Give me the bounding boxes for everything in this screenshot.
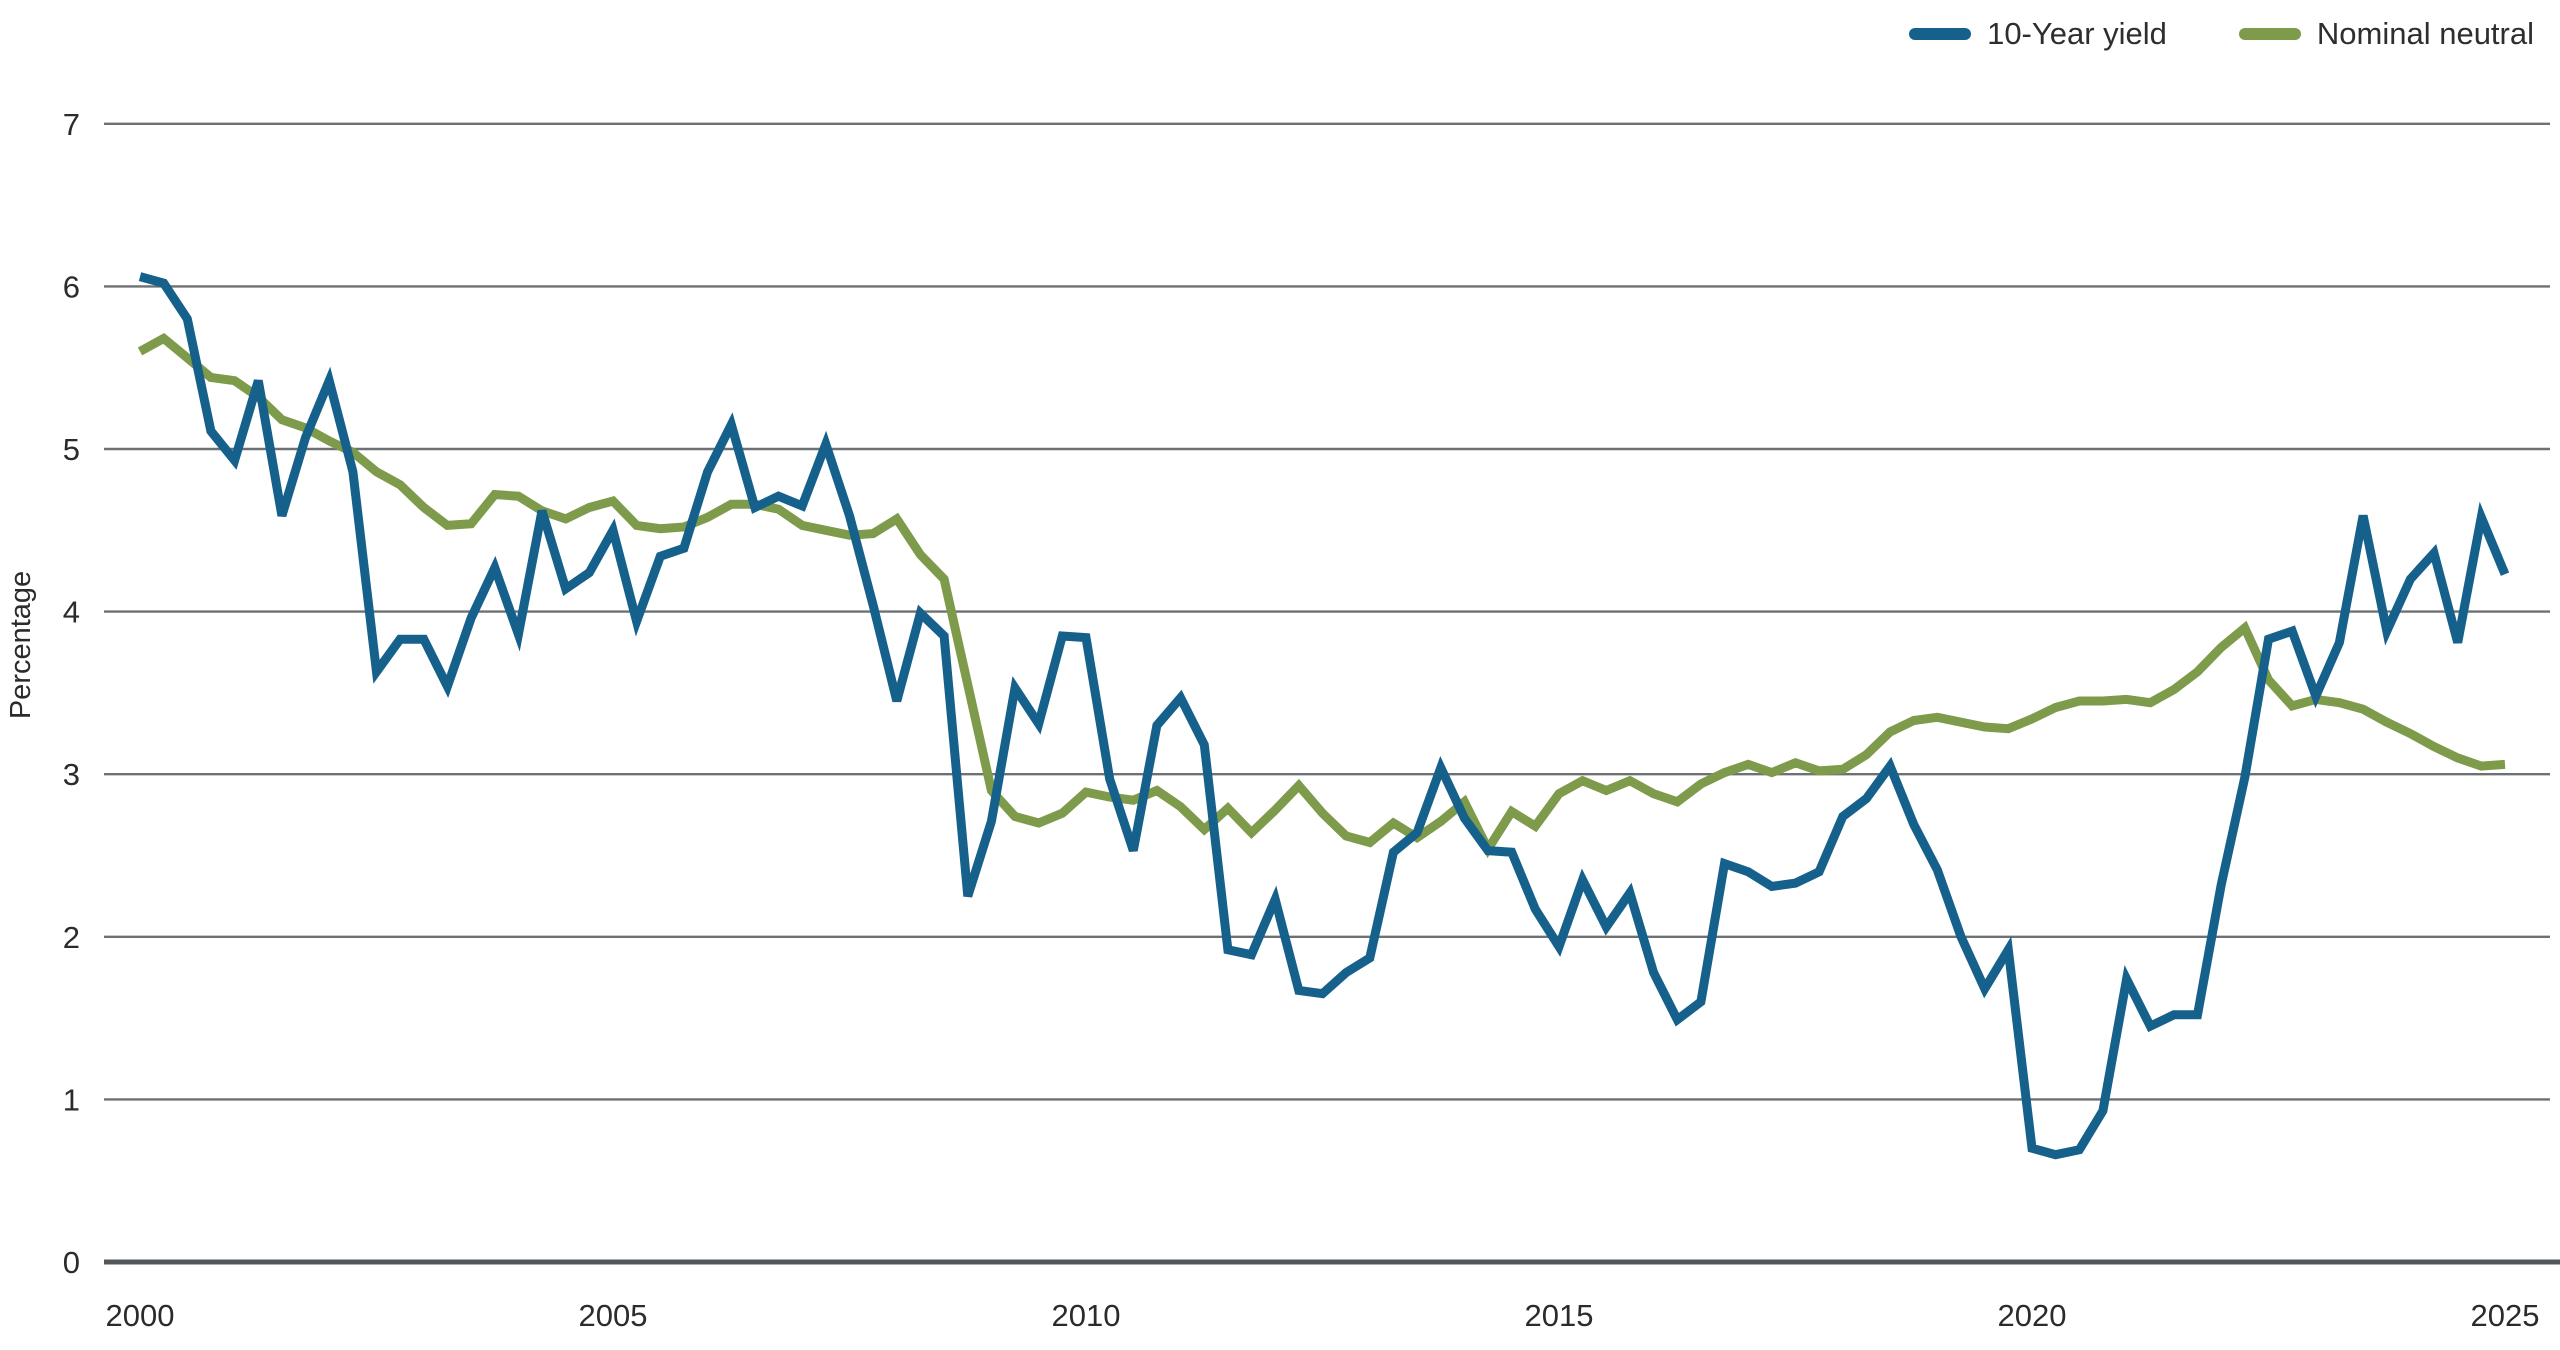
x-tick-label: 2005 xyxy=(579,1298,648,1333)
x-tick-label: 2015 xyxy=(1525,1298,1594,1333)
legend-swatch-green-icon xyxy=(2238,28,2301,40)
legend-item-nominal-neutral: Nominal neutral xyxy=(2238,16,2534,52)
x-tick-label: 2010 xyxy=(1052,1298,1121,1333)
series-line-nominal-neutral xyxy=(137,332,2506,859)
y-tick-label: 3 xyxy=(63,757,80,792)
y-axis-title: Percentage xyxy=(5,571,37,719)
y-tick-label: 0 xyxy=(63,1245,80,1280)
y-tick-label: 1 xyxy=(63,1082,80,1117)
legend-label: 10-Year yield xyxy=(1987,16,2167,51)
chart-legend: 10-Year yield Nominal neutral xyxy=(1909,16,2534,52)
y-tick-label: 5 xyxy=(63,432,80,467)
x-tick-label: 2025 xyxy=(2471,1298,2540,1333)
series-line-10-year-yield xyxy=(138,272,2510,1160)
y-tick-label: 4 xyxy=(63,595,80,630)
y-tick-label: 2 xyxy=(63,920,80,955)
y-tick-label: 6 xyxy=(63,269,80,304)
legend-label: Nominal neutral xyxy=(2316,16,2534,51)
y-tick-label: 7 xyxy=(63,107,80,142)
x-tick-label: 2000 xyxy=(106,1298,175,1333)
legend-swatch-blue-icon xyxy=(1909,28,1972,40)
x-tick-label: 2020 xyxy=(1998,1298,2067,1333)
legend-item-10-year-yield: 10-Year yield xyxy=(1909,16,2167,52)
